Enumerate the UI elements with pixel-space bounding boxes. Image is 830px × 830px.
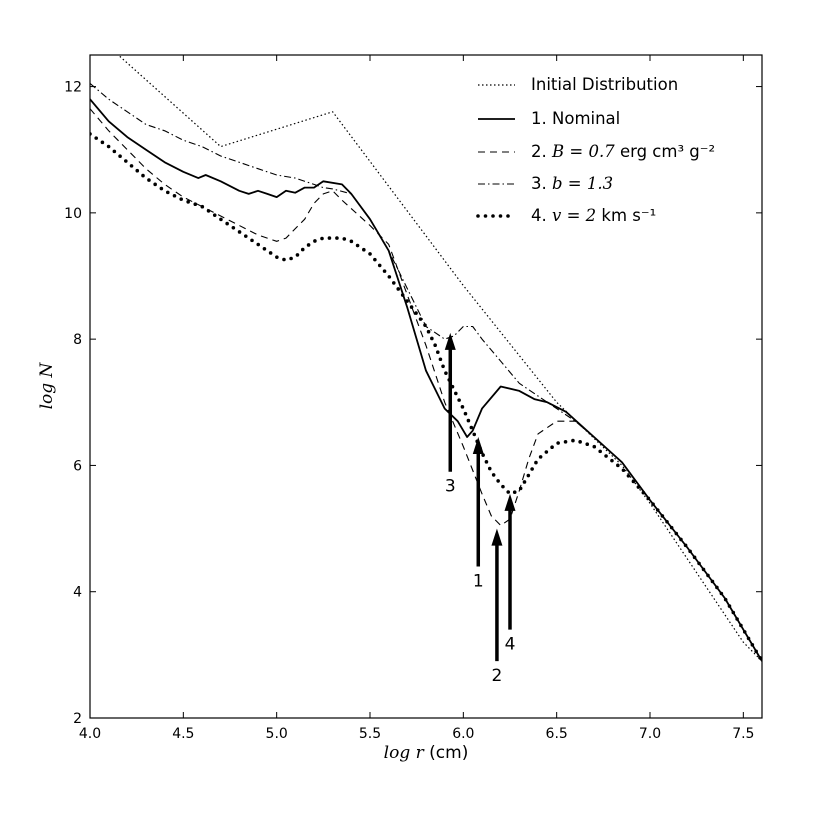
arrow-4-head [504, 493, 516, 511]
x-axis-label: log r (cm) [384, 743, 469, 763]
x-tick-label: 5.5 [359, 726, 381, 742]
arrow-1-head [472, 437, 484, 455]
x-tick-label: 4.0 [79, 726, 101, 742]
arrow-4-label: 4 [505, 635, 516, 655]
arrow-3-label: 3 [445, 477, 456, 497]
y-tick-label: 2 [73, 711, 82, 727]
x-tick-label: 7.0 [639, 726, 661, 742]
x-tick-label: 5.0 [266, 726, 288, 742]
series-line-2 [90, 98, 762, 662]
y-tick-label: 8 [73, 332, 82, 348]
y-axis-label: log N [37, 361, 57, 409]
arrow-2-head [491, 528, 503, 546]
y-tick-label: 10 [64, 206, 82, 222]
x-tick-label: 7.5 [732, 726, 754, 742]
series-line-4 [90, 82, 762, 662]
series-line-5 [90, 132, 762, 663]
arrow-1-label: 1 [473, 571, 484, 591]
arrow-2-label: 2 [492, 666, 503, 686]
y-tick-label: 12 [64, 80, 82, 96]
series-line-1 [117, 55, 762, 662]
legend-label-1: Initial Distribution [531, 75, 678, 94]
x-tick-label: 4.5 [172, 726, 194, 742]
legend-label-3: 2. B = 0.7 erg cm³ g⁻² [531, 142, 715, 161]
plot-frame [89, 54, 763, 719]
series-line-3 [90, 108, 762, 662]
legend: Initial Distribution 1. Nominal 2. B = 0.7… [476, 75, 715, 225]
x-tick-label: 6.5 [546, 726, 568, 742]
x-tick-label: 6.0 [452, 726, 474, 742]
legend-label-4: 3. b = 1.3 [531, 174, 613, 193]
arrow-3-head [444, 332, 456, 350]
legend-label-2: 1. Nominal [531, 109, 620, 128]
y-tick-label: 6 [73, 458, 82, 474]
annotation-layer: 3 1 24 [444, 332, 516, 686]
series-layer [90, 55, 762, 663]
y-tick-label: 4 [73, 585, 82, 601]
legend-label-5: 4. v = 2 km s⁻¹ [531, 206, 656, 225]
